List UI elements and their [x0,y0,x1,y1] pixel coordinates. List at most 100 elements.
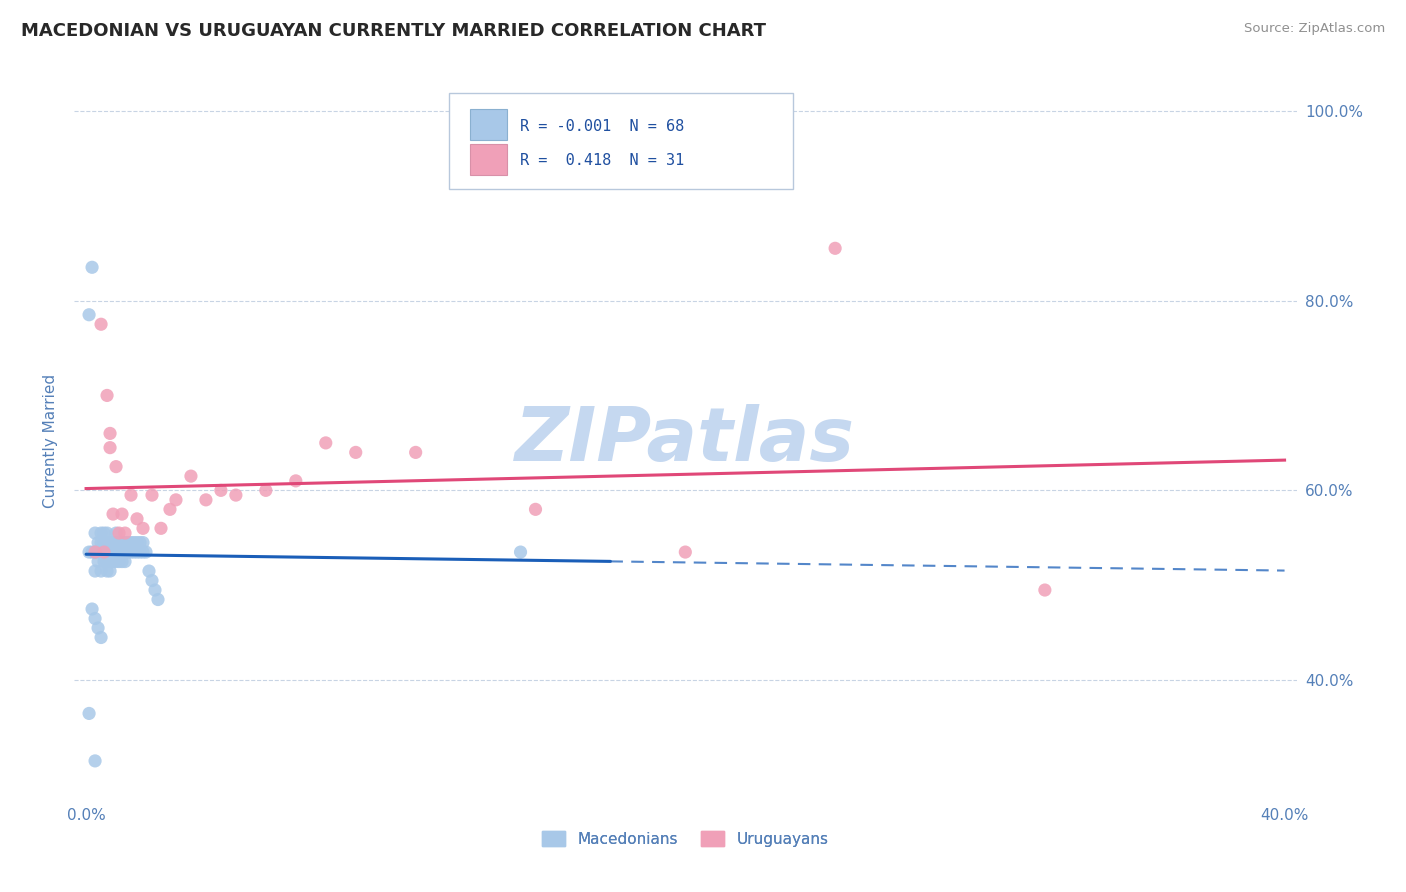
Point [98,555,121,569]
Text: Source: ZipAtlas.com: Source: ZipAtlas.com [1244,22,1385,36]
Point [344,445,367,459]
Point [90,545,112,559]
Point [132,521,155,535]
Point [120,545,142,559]
Point [98,441,121,455]
Point [135,545,157,559]
Point [80,260,103,275]
Point [108,545,131,559]
Point [108,555,131,569]
Point [84,611,107,625]
Point [117,535,139,549]
Point [114,555,136,569]
Text: R =  0.418  N = 31: R = 0.418 N = 31 [520,153,685,169]
Point [93,535,115,549]
Point [87,555,110,569]
Point [93,545,115,559]
Point [194,492,217,507]
Point [84,564,107,578]
Point [80,545,103,559]
Point [90,526,112,541]
Point [96,564,118,578]
Point [141,574,163,588]
Point [146,592,169,607]
Point [90,564,112,578]
Point [96,526,118,541]
Point [125,545,148,559]
FancyBboxPatch shape [450,94,793,188]
FancyBboxPatch shape [470,110,506,140]
Point [93,555,115,569]
Point [101,555,124,569]
Point [96,555,118,569]
Point [114,535,136,549]
Point [824,241,846,255]
Point [225,488,247,502]
Point [111,545,134,559]
Point [673,545,696,559]
Point [254,483,277,498]
Point [524,502,547,516]
Y-axis label: Currently Married: Currently Married [44,374,58,508]
Point [98,564,121,578]
Point [105,535,128,549]
Point [93,526,115,541]
Point [84,545,107,559]
Point [122,545,145,559]
Point [105,555,128,569]
Point [90,631,112,645]
Point [108,526,131,541]
Point [111,555,134,569]
Point [87,545,110,559]
Point [209,483,232,498]
Point [98,545,121,559]
Point [129,535,152,549]
Point [509,545,531,559]
Point [111,507,134,521]
Point [87,535,110,549]
Point [90,535,112,549]
Point [149,521,172,535]
Point [143,582,166,597]
Point [117,545,139,559]
Text: ZIPatlas: ZIPatlas [516,404,855,477]
Point [180,469,202,483]
Point [284,474,307,488]
Point [77,706,100,721]
Point [105,459,128,474]
Point [84,545,107,559]
Point [129,545,152,559]
Point [132,545,155,559]
Point [96,545,118,559]
Point [1033,582,1056,597]
Point [132,535,155,549]
Point [87,621,110,635]
Point [93,545,115,559]
Point [80,602,103,616]
Point [98,426,121,441]
Point [96,535,118,549]
Text: MACEDONIAN VS URUGUAYAN CURRENTLY MARRIED CORRELATION CHART: MACEDONIAN VS URUGUAYAN CURRENTLY MARRIE… [21,22,766,40]
Point [105,526,128,541]
Point [77,545,100,559]
Point [114,526,136,541]
Point [159,502,181,516]
Point [101,535,124,549]
Point [122,535,145,549]
Point [111,535,134,549]
Point [96,388,118,402]
Point [138,564,160,578]
Point [77,308,100,322]
Point [105,545,128,559]
Point [141,488,163,502]
Point [315,436,337,450]
Point [405,445,427,459]
Text: R = -0.001  N = 68: R = -0.001 N = 68 [520,119,685,134]
Point [84,545,107,559]
Point [120,488,142,502]
Point [125,535,148,549]
Point [101,545,124,559]
Point [120,535,142,549]
Point [114,545,136,559]
Point [165,492,187,507]
